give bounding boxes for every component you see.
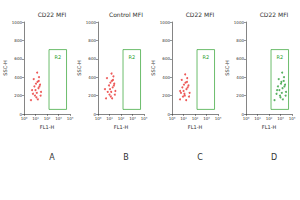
svg-text:C: C [197,153,203,162]
svg-text:CD22 MFI: CD22 MFI [186,11,215,18]
svg-text:FL1-H: FL1-H [40,124,55,130]
svg-text:10³: 10³ [203,116,210,121]
svg-text:B: B [123,153,129,162]
svg-text:800: 800 [236,38,244,43]
svg-text:FL1-H: FL1-H [262,124,277,130]
svg-text:Control MFI: Control MFI [109,11,143,18]
svg-text:A: A [49,153,55,162]
svg-text:600: 600 [88,56,96,61]
svg-text:10³: 10³ [55,116,62,121]
svg-text:800: 800 [162,38,170,43]
svg-text:10²: 10² [118,116,125,121]
svg-text:1000: 1000 [12,20,23,25]
svg-text:0: 0 [241,111,244,117]
svg-text:10⁴: 10⁴ [67,116,74,121]
svg-text:CD22 MFI: CD22 MFI [38,11,67,18]
svg-text:800: 800 [14,38,22,43]
svg-text:10²: 10² [44,116,51,121]
svg-text:SSC-H: SSC-H [150,60,156,76]
svg-text:600: 600 [236,56,244,61]
svg-text:SSC-H: SSC-H [224,60,230,76]
svg-text:R2: R2 [128,54,135,60]
svg-text:800: 800 [88,38,96,43]
svg-text:400: 400 [14,75,22,80]
svg-text:10⁴: 10⁴ [141,116,148,121]
svg-text:400: 400 [236,75,244,80]
svg-text:200: 200 [88,93,96,98]
svg-text:0: 0 [19,111,22,117]
svg-text:CD22 MFI: CD22 MFI [260,11,289,18]
svg-text:1000: 1000 [86,20,97,25]
svg-text:10²: 10² [192,116,199,121]
svg-text:10⁰: 10⁰ [21,116,28,121]
svg-text:10⁰: 10⁰ [95,116,102,121]
svg-text:1000: 1000 [160,20,171,25]
svg-text:400: 400 [88,75,96,80]
svg-text:SSC-H: SSC-H [2,60,8,76]
svg-text:600: 600 [162,56,170,61]
svg-text:D: D [271,153,277,162]
svg-text:200: 200 [162,93,170,98]
svg-text:10⁴: 10⁴ [215,116,222,121]
svg-text:R2: R2 [202,54,209,60]
svg-text:SSC-H: SSC-H [76,60,82,76]
svg-text:R2: R2 [54,54,61,60]
svg-text:10³: 10³ [277,116,284,121]
svg-text:10²: 10² [266,116,273,121]
svg-text:10¹: 10¹ [106,116,113,121]
svg-text:10⁰: 10⁰ [169,116,176,121]
svg-text:10³: 10³ [129,116,136,121]
svg-text:1000: 1000 [234,20,245,25]
svg-text:FL1-H: FL1-H [114,124,129,130]
svg-text:10¹: 10¹ [32,116,39,121]
svg-text:0: 0 [167,111,170,117]
svg-text:400: 400 [162,75,170,80]
svg-text:10⁰: 10⁰ [243,116,250,121]
svg-text:R2: R2 [276,54,283,60]
svg-text:600: 600 [14,56,22,61]
svg-text:200: 200 [236,93,244,98]
svg-text:0: 0 [93,111,96,117]
svg-text:10¹: 10¹ [254,116,261,121]
svg-text:200: 200 [14,93,22,98]
svg-text:10¹: 10¹ [180,116,187,121]
svg-text:FL1-H: FL1-H [188,124,203,130]
svg-text:10⁴: 10⁴ [289,116,296,121]
